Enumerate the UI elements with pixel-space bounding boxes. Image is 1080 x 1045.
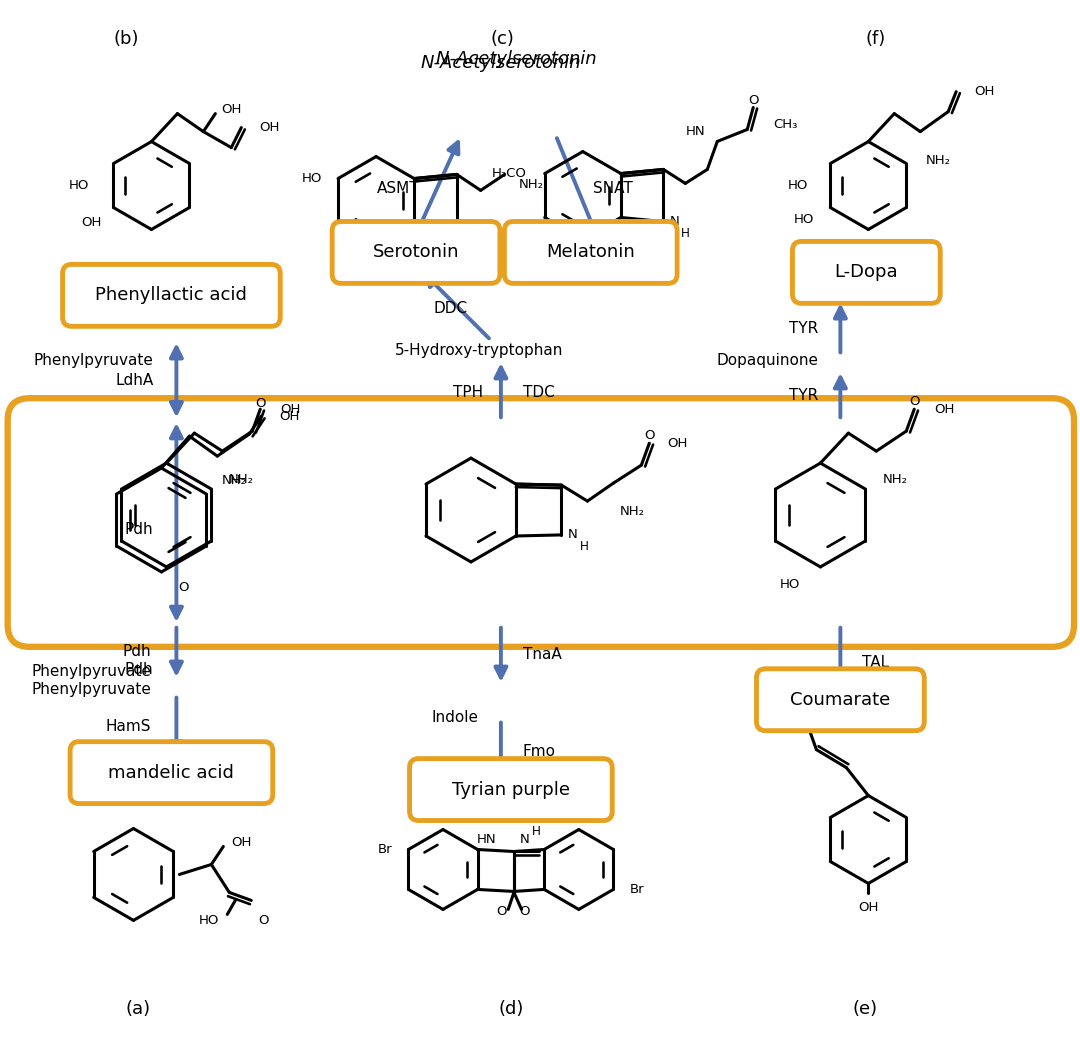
Text: H: H bbox=[681, 227, 690, 240]
Text: OH: OH bbox=[259, 121, 280, 134]
Text: NH₂: NH₂ bbox=[221, 473, 246, 487]
Text: O: O bbox=[178, 581, 189, 595]
Text: (a): (a) bbox=[126, 1000, 151, 1018]
Text: OH: OH bbox=[231, 836, 252, 849]
FancyBboxPatch shape bbox=[793, 241, 941, 303]
Text: (b): (b) bbox=[113, 29, 139, 48]
Text: CH₃: CH₃ bbox=[773, 118, 798, 131]
Text: Melatonin: Melatonin bbox=[546, 243, 635, 261]
Text: NH₂: NH₂ bbox=[927, 154, 951, 166]
Text: HO: HO bbox=[199, 914, 219, 927]
Text: HO: HO bbox=[788, 179, 809, 192]
Text: H: H bbox=[580, 540, 589, 554]
Text: O: O bbox=[838, 701, 849, 714]
Text: Pdh: Pdh bbox=[125, 663, 153, 677]
Text: N: N bbox=[567, 529, 577, 541]
Text: O: O bbox=[496, 905, 507, 919]
FancyBboxPatch shape bbox=[756, 669, 924, 730]
Text: HO: HO bbox=[301, 172, 322, 185]
Text: O: O bbox=[644, 429, 654, 442]
Text: HO: HO bbox=[768, 715, 788, 728]
FancyBboxPatch shape bbox=[504, 222, 677, 283]
Text: HO: HO bbox=[69, 179, 90, 192]
Text: LdhA: LdhA bbox=[116, 373, 153, 388]
Text: Dopaquinone: Dopaquinone bbox=[716, 353, 819, 368]
Text: HO: HO bbox=[780, 578, 800, 591]
Text: N: N bbox=[462, 220, 472, 233]
Text: TDC: TDC bbox=[523, 385, 555, 399]
Text: Phenylpyruvate: Phenylpyruvate bbox=[33, 353, 153, 368]
FancyBboxPatch shape bbox=[333, 222, 500, 283]
FancyBboxPatch shape bbox=[70, 742, 273, 804]
Text: Phenylpyruvate: Phenylpyruvate bbox=[31, 682, 151, 697]
Text: N-Acetylserotonin: N-Acetylserotonin bbox=[420, 53, 581, 72]
Text: Br: Br bbox=[378, 843, 392, 856]
Text: ASMT: ASMT bbox=[377, 181, 419, 196]
Text: HO: HO bbox=[794, 213, 814, 226]
Text: DDC: DDC bbox=[434, 301, 468, 316]
Text: (f): (f) bbox=[865, 29, 886, 48]
Text: (c): (c) bbox=[491, 29, 515, 48]
Text: Serotonin: Serotonin bbox=[373, 243, 459, 261]
Text: O: O bbox=[748, 94, 758, 107]
Text: H: H bbox=[475, 232, 484, 246]
FancyBboxPatch shape bbox=[409, 759, 612, 820]
Text: OH: OH bbox=[667, 437, 688, 449]
Text: OH: OH bbox=[221, 103, 242, 116]
Text: TYR: TYR bbox=[789, 321, 819, 335]
Text: OH: OH bbox=[974, 86, 995, 98]
Text: OH: OH bbox=[280, 410, 299, 422]
Text: OH: OH bbox=[280, 402, 300, 416]
Text: Phenyllactic acid: Phenyllactic acid bbox=[95, 286, 247, 304]
Text: NH₂: NH₂ bbox=[228, 473, 254, 486]
Text: O: O bbox=[255, 397, 266, 411]
Text: NH₂: NH₂ bbox=[518, 178, 543, 191]
Text: mandelic acid: mandelic acid bbox=[108, 764, 234, 782]
FancyBboxPatch shape bbox=[63, 264, 280, 326]
Text: NH₂: NH₂ bbox=[882, 473, 907, 486]
Text: Indole: Indole bbox=[432, 711, 478, 725]
Text: Fmo: Fmo bbox=[523, 744, 556, 759]
Text: Pdh: Pdh bbox=[123, 645, 151, 659]
Text: Tyrian purple: Tyrian purple bbox=[451, 781, 570, 798]
FancyBboxPatch shape bbox=[8, 398, 1074, 647]
Text: O: O bbox=[909, 395, 919, 409]
Text: H₃CO: H₃CO bbox=[491, 167, 527, 180]
Text: OH: OH bbox=[859, 902, 878, 914]
Text: L-Dopa: L-Dopa bbox=[835, 263, 899, 281]
Text: (d): (d) bbox=[498, 1000, 524, 1018]
Text: SNAT: SNAT bbox=[593, 181, 633, 196]
Text: 5-Hydroxy-tryptophan: 5-Hydroxy-tryptophan bbox=[395, 343, 563, 357]
Text: NH₂: NH₂ bbox=[620, 505, 645, 518]
Text: OH: OH bbox=[81, 216, 102, 229]
Text: N-Acetylserotonin: N-Acetylserotonin bbox=[409, 50, 597, 68]
Text: HN: HN bbox=[476, 833, 497, 846]
Text: TYR: TYR bbox=[789, 388, 819, 402]
Text: TPH: TPH bbox=[453, 385, 483, 399]
Text: Phenylpyruvate: Phenylpyruvate bbox=[31, 665, 151, 679]
Text: O: O bbox=[258, 914, 269, 927]
Text: TnaA: TnaA bbox=[523, 647, 562, 663]
Text: (e): (e) bbox=[853, 1000, 878, 1018]
Text: H: H bbox=[531, 825, 540, 838]
Text: N: N bbox=[670, 215, 679, 228]
Text: TAL: TAL bbox=[862, 655, 890, 670]
Text: Coumarate: Coumarate bbox=[791, 691, 891, 709]
Text: Br: Br bbox=[630, 883, 644, 896]
Text: O: O bbox=[519, 905, 530, 919]
Text: Pdh: Pdh bbox=[125, 522, 153, 537]
Text: OH: OH bbox=[934, 402, 955, 416]
Text: HN: HN bbox=[686, 125, 705, 138]
Text: N: N bbox=[519, 833, 529, 846]
Text: HamS: HamS bbox=[106, 719, 151, 735]
